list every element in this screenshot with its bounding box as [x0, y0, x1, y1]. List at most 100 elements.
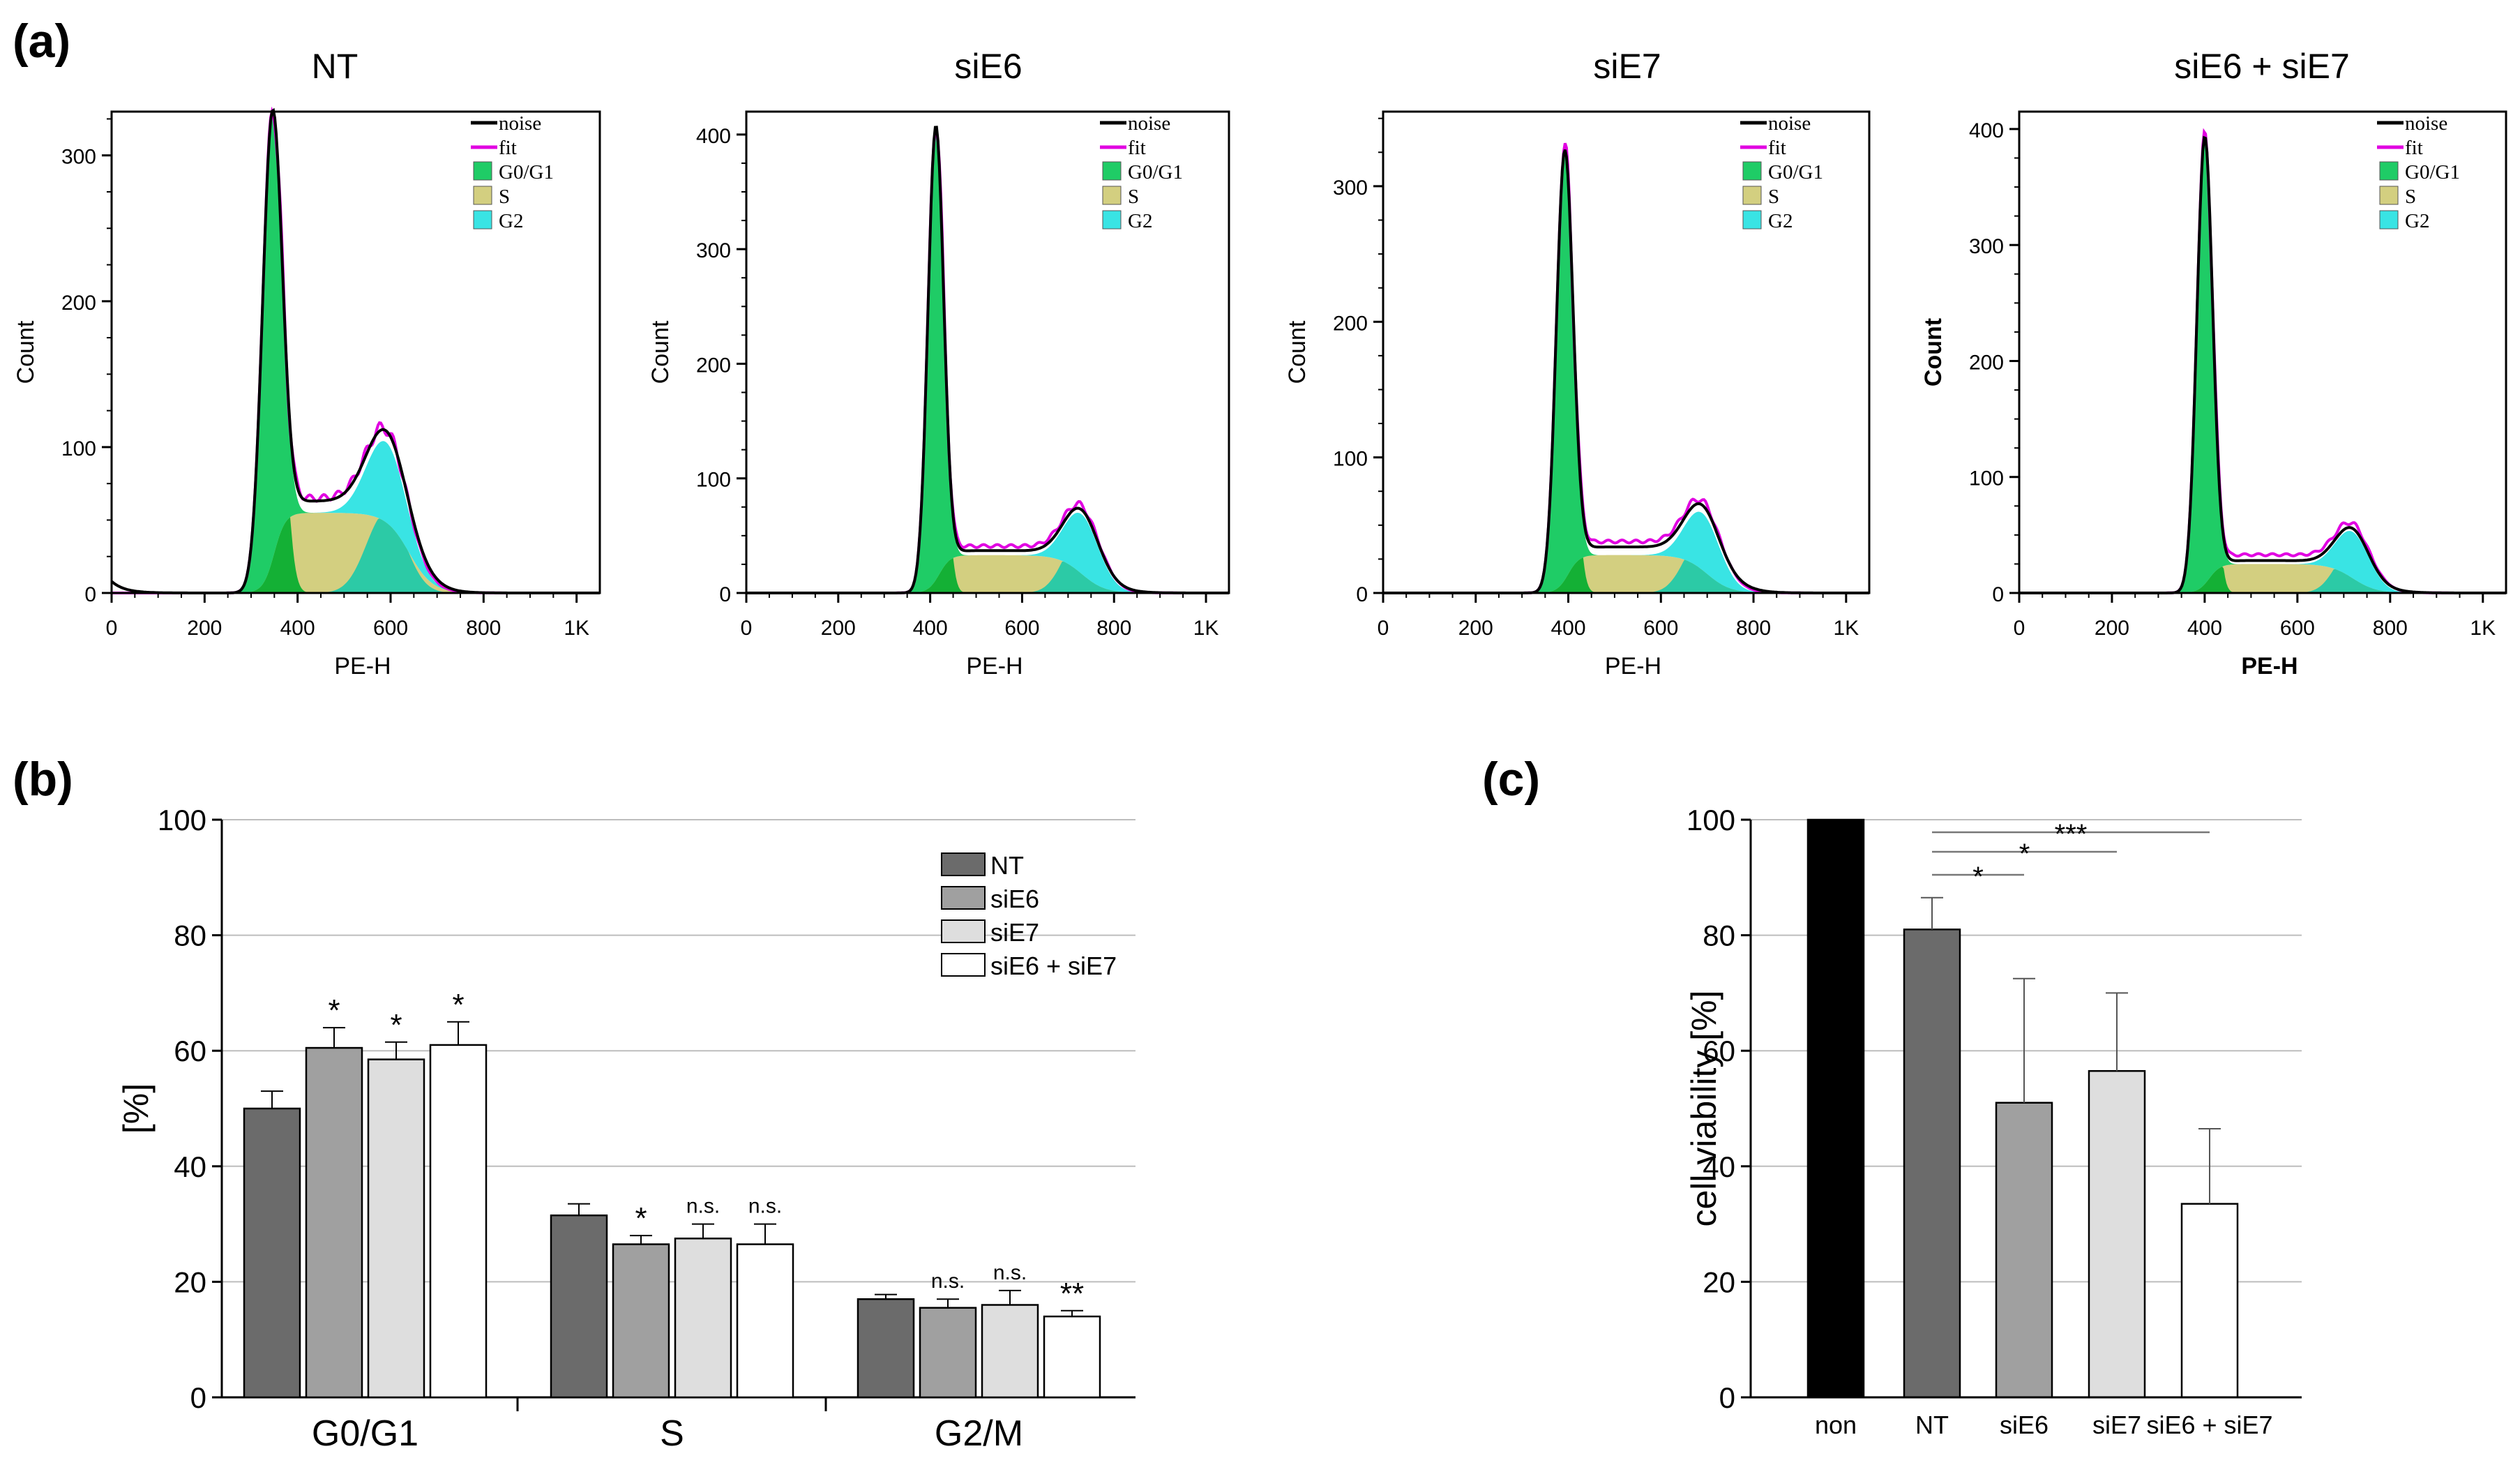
x-axis-label: PE-H — [966, 653, 1023, 679]
x-tick-label: 200 — [2095, 617, 2129, 640]
legend-label-g2: G2 — [499, 210, 523, 232]
y-tick-label: 0 — [719, 583, 731, 606]
legend-label-g0-g1: G0/G1 — [1768, 161, 1823, 183]
bar-nt-g2-m — [857, 1298, 915, 1399]
legend-label-g2: G2 — [2405, 210, 2429, 232]
histogram-g2-area — [1523, 511, 1772, 593]
histogram-g0g1-area — [223, 116, 463, 593]
histogram-g2-area — [896, 513, 1152, 593]
histogram-sie7: siE7 0 100 200 300 0 200 400 600 800 1K PE-H Count no… — [1284, 47, 1871, 679]
y-tick-label: 60 — [174, 1035, 206, 1067]
legend-label-g0-g1: G0/G1 — [2405, 161, 2460, 183]
x-tick-label: 600 — [1643, 617, 1678, 640]
y-tick-label: 400 — [1969, 119, 2004, 142]
histogram-noise-curve — [2019, 135, 2506, 594]
y-tick-label: 200 — [696, 354, 731, 377]
legend-label-sie6: siE6 — [990, 885, 1039, 913]
x-tick-label: 600 — [1004, 617, 1039, 640]
panel-label-a: (a) — [13, 15, 70, 68]
x-tick-label: 800 — [2373, 617, 2408, 640]
bar-sie6-sie7-g0-g1 — [429, 1044, 488, 1399]
histogram-noise-curve — [1383, 149, 1869, 594]
category-label-sie6: siE6 — [2000, 1411, 2049, 1439]
histogram-frame — [1382, 110, 1871, 594]
histogram-nt: NT 0 100 200 300 0 200 400 600 800 1K PE-H Count nois… — [13, 47, 601, 679]
histogram-g2-overlap — [1523, 559, 1772, 593]
y-tick-label: 400 — [696, 125, 731, 148]
cell-viability-bar-chart: 0 20 40 60 80 100 cell viability [%] non NT siE6 s… — [1684, 804, 2302, 1439]
legend-label-noise: noise — [2405, 112, 2447, 135]
y-tick-label: 80 — [1703, 919, 1735, 952]
y-tick-label: 20 — [174, 1265, 206, 1298]
legend-label-fit: fit — [499, 137, 517, 159]
histogram-fit-curve — [746, 129, 1229, 594]
x-tick-label: 400 — [280, 617, 315, 640]
significance-label: * — [328, 993, 340, 1028]
histogram-noise-curve — [746, 126, 1229, 594]
y-tick-label: 100 — [1687, 804, 1735, 836]
x-tick-label: 1K — [564, 617, 589, 640]
histogram-frame — [110, 110, 601, 594]
y-tick-label: 300 — [1333, 176, 1368, 200]
histogram-title: siE6 + siE7 — [2174, 47, 2350, 86]
panel-label-b: (b) — [13, 753, 73, 806]
x-tick-label: 600 — [2280, 617, 2315, 640]
legend-swatch-s — [1102, 186, 1122, 205]
bar-nt — [1903, 929, 1961, 1399]
legend-label-s: S — [1128, 186, 1139, 208]
significance-label: * — [1972, 862, 1984, 892]
x-tick-label: 400 — [2187, 617, 2222, 640]
histogram-g0g1-overlap — [1523, 557, 1772, 593]
histogram-g0g1-area — [1523, 153, 1772, 593]
x-tick-label: 0 — [741, 617, 753, 640]
x-axis-label: PE-H — [334, 653, 391, 679]
legend-swatch-sie6 — [941, 886, 986, 910]
legend-swatch-g0-g1 — [473, 161, 492, 181]
y-tick-label: 0 — [1719, 1381, 1735, 1414]
y-tick-label: 200 — [1969, 351, 2004, 374]
category-label-nt: NT — [1915, 1411, 1949, 1439]
x-tick-label: 400 — [913, 617, 948, 640]
histogram-title: siE7 — [1593, 47, 1661, 86]
histogram-frame — [745, 110, 1230, 594]
significance-label: * — [2019, 839, 2030, 869]
category-label-sie7: siE7 — [2092, 1411, 2141, 1439]
bar-sie6 — [1995, 1102, 2053, 1399]
histogram-g0g1-area — [896, 128, 1152, 594]
y-tick-label: 0 — [84, 583, 96, 606]
significance-label: n.s. — [993, 1261, 1027, 1284]
category-label-non: non — [1815, 1411, 1857, 1439]
y-tick-label: 200 — [61, 292, 96, 315]
bar-sie7 — [2088, 1069, 2146, 1399]
significance-label: * — [635, 1201, 647, 1235]
bar-sie6-g2-m — [919, 1307, 977, 1399]
bar-nt-g0-g1 — [243, 1107, 301, 1399]
histogram-title: siE6 — [954, 47, 1022, 86]
x-tick-label: 200 — [187, 617, 222, 640]
y-tick-label: 300 — [696, 239, 731, 262]
legend-label-noise: noise — [499, 112, 541, 135]
x-axis-label: PE-H — [1605, 653, 1661, 679]
y-tick-label: 100 — [158, 804, 206, 836]
histogram-title: NT — [312, 47, 359, 86]
bar-sie7-s — [674, 1238, 732, 1399]
y-tick-label: 100 — [1333, 448, 1368, 471]
y-tick-label: 60 — [1703, 1035, 1735, 1067]
legend-label-fit: fit — [2405, 137, 2423, 159]
x-tick-label: 1K — [1193, 617, 1219, 640]
legend-label-s: S — [499, 186, 510, 208]
x-tick-label: 800 — [1736, 617, 1771, 640]
y-tick-label: 0 — [190, 1381, 206, 1414]
legend-label-sie6-sie7: siE6 + siE7 — [990, 952, 1117, 980]
y-tick-label: 40 — [174, 1150, 206, 1183]
bar-sie6-sie7 — [2180, 1203, 2239, 1399]
bar-sie6-g0-g1 — [305, 1046, 363, 1399]
y-tick-label: 300 — [1969, 235, 2004, 258]
histogram-g0g1-overlap — [2165, 566, 2420, 593]
legend-swatch-g2 — [1742, 210, 1762, 230]
legend-label-sie7: siE7 — [990, 918, 1039, 947]
y-tick-label: 20 — [1703, 1265, 1735, 1298]
legend-label-g2: G2 — [1768, 210, 1793, 232]
